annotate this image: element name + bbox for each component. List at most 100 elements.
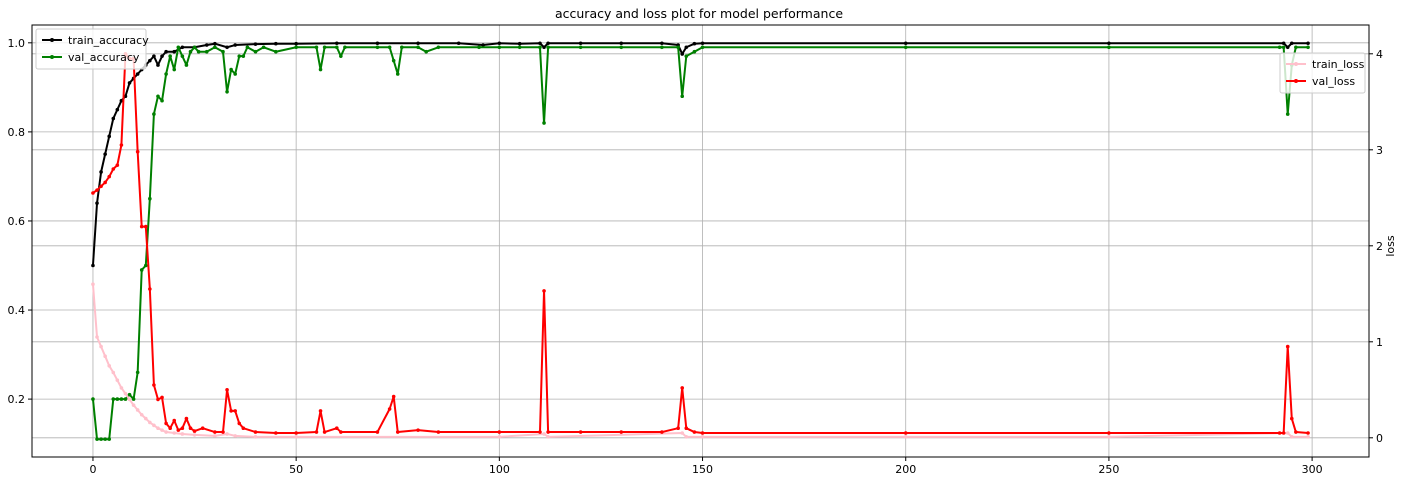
data-point-train-accuracy (680, 52, 685, 56)
data-point-val-accuracy (676, 45, 680, 50)
y-tick-label-right: 2 (1376, 240, 1383, 253)
data-point-val-loss (115, 163, 120, 167)
data-point-train-accuracy (253, 42, 258, 46)
data-point-train-loss (294, 435, 298, 439)
data-point-val-accuracy (538, 45, 542, 50)
data-point-train-accuracy (95, 201, 99, 205)
data-point-train-loss (180, 432, 185, 436)
data-point-val-accuracy (343, 45, 347, 50)
data-point-val-loss (387, 407, 392, 411)
data-point-val-loss (143, 224, 148, 229)
data-point-val-loss (91, 191, 95, 195)
data-point-train-accuracy (375, 41, 380, 46)
data-point-train-loss (546, 435, 550, 439)
data-point-train-accuracy (135, 72, 140, 76)
data-point-train-loss (233, 434, 237, 438)
y-tick-label-right: 4 (1376, 48, 1383, 61)
data-point-val-accuracy (123, 397, 128, 401)
data-point-val-loss (619, 430, 624, 434)
data-point-val-accuracy (176, 45, 181, 50)
data-point-train-accuracy (119, 98, 124, 103)
y-tick-label-right: 3 (1376, 144, 1383, 157)
data-point-val-accuracy (1294, 45, 1298, 50)
data-point-val-accuracy (1107, 45, 1111, 50)
data-point-val-accuracy (375, 45, 380, 50)
data-point-train-accuracy (164, 49, 168, 54)
data-point-train-accuracy (115, 107, 120, 112)
data-point-train-loss (1285, 431, 1290, 435)
data-point-train-loss (684, 435, 689, 439)
data-point-val-loss (176, 428, 181, 432)
series-line-val-loss (92, 52, 1309, 434)
data-point-val-loss (1294, 430, 1298, 434)
data-point-val-accuracy (424, 49, 428, 54)
data-point-val-accuracy (237, 54, 242, 58)
data-point-val-loss (660, 430, 664, 434)
data-point-val-accuracy (221, 49, 225, 54)
data-point-val-accuracy (1285, 112, 1290, 116)
data-point-val-accuracy (204, 49, 209, 54)
data-point-val-loss (692, 430, 697, 434)
legend-marker-train-accuracy (50, 38, 54, 42)
data-point-train-accuracy (148, 58, 152, 63)
data-point-val-accuracy (119, 397, 124, 401)
data-point-val-loss (139, 224, 144, 229)
data-point-val-accuracy (111, 397, 116, 401)
data-point-train-loss (139, 412, 144, 417)
data-point-val-loss (676, 426, 680, 431)
data-point-val-loss (1289, 416, 1294, 421)
data-point-val-accuracy (131, 397, 136, 401)
data-point-val-loss (213, 430, 217, 434)
data-point-val-loss (164, 421, 168, 426)
data-point-val-accuracy (497, 45, 502, 50)
data-point-val-accuracy (395, 72, 400, 76)
data-point-val-loss (172, 418, 177, 423)
data-point-train-accuracy (497, 41, 502, 46)
data-point-val-accuracy (152, 112, 156, 116)
data-point-val-accuracy (680, 94, 685, 99)
data-point-val-accuracy (274, 49, 278, 54)
data-point-train-accuracy (103, 152, 107, 156)
data-point-train-accuracy (156, 63, 160, 67)
data-point-val-accuracy (391, 58, 396, 63)
data-point-val-accuracy (542, 121, 546, 125)
data-point-train-accuracy (127, 81, 132, 85)
data-point-val-loss (578, 430, 583, 434)
data-point-val-loss (1285, 344, 1290, 349)
data-point-train-accuracy (1306, 41, 1310, 46)
y-tick-label-left: 1.0 (8, 37, 26, 50)
data-point-val-loss (436, 430, 441, 434)
data-point-train-accuracy (416, 41, 420, 46)
y-axis-label-right: loss (1384, 235, 1397, 257)
data-point-val-accuracy (160, 98, 164, 103)
data-point-val-loss (294, 431, 298, 435)
legend-marker-val-loss (1294, 79, 1298, 83)
data-point-val-accuracy (903, 45, 908, 50)
data-point-val-accuracy (135, 370, 140, 375)
legend-label-val-loss: val_loss (1312, 75, 1355, 88)
data-point-val-accuracy (334, 45, 339, 50)
data-point-train-accuracy (91, 263, 95, 268)
data-point-val-accuracy (253, 49, 258, 54)
data-point-train-accuracy (99, 170, 103, 174)
data-point-train-accuracy (1289, 41, 1294, 46)
data-point-val-loss (700, 431, 705, 435)
y-tick-label-right: 1 (1376, 336, 1383, 349)
data-point-val-accuracy (477, 45, 481, 50)
data-point-val-accuracy (233, 72, 237, 76)
data-point-train-loss (172, 431, 177, 435)
data-point-train-accuracy (111, 116, 116, 121)
y-tick-label-right: 0 (1376, 432, 1383, 445)
data-point-val-loss (233, 409, 237, 413)
data-point-val-accuracy (99, 437, 103, 441)
x-tick-label: 50 (289, 463, 303, 476)
data-point-val-loss (241, 426, 246, 431)
data-point-val-loss (339, 430, 343, 434)
data-point-val-accuracy (168, 54, 172, 58)
data-point-train-loss (91, 282, 95, 287)
data-point-val-loss (111, 167, 116, 171)
data-point-val-loss (135, 149, 140, 154)
data-point-val-accuracy (339, 54, 343, 58)
data-point-train-accuracy (233, 43, 237, 47)
data-point-train-loss (1107, 435, 1111, 439)
